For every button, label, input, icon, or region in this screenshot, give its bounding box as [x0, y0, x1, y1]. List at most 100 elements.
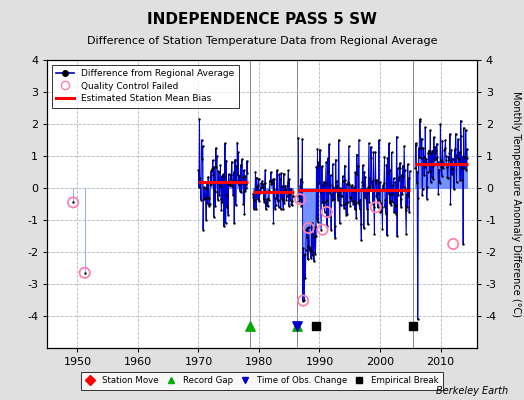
Point: [236, 187, 244, 194]
Point: [318, 163, 326, 170]
Point: [395, 176, 403, 183]
Point: [463, 146, 471, 152]
Point: [386, 167, 394, 173]
Point: [231, 157, 239, 163]
Point: [435, 180, 444, 186]
Point: [446, 131, 454, 137]
Point: [382, 210, 390, 217]
Point: [348, 188, 357, 194]
Point: [431, 148, 440, 155]
Point: [361, 174, 369, 180]
Point: [357, 221, 365, 228]
Point: [311, 251, 320, 258]
Point: [269, 220, 278, 226]
Point: [449, 160, 457, 167]
Point: [226, 172, 235, 178]
Point: [234, 149, 243, 155]
Point: [197, 197, 205, 203]
Point: [388, 191, 396, 197]
Point: [300, 252, 308, 258]
Point: [393, 233, 401, 240]
Point: [226, 182, 234, 188]
Point: [267, 180, 276, 187]
Point: [286, 191, 294, 197]
Point: [381, 204, 389, 210]
Point: [425, 161, 433, 167]
Point: [303, 225, 312, 231]
Point: [427, 150, 435, 156]
Point: [347, 198, 356, 204]
Point: [293, 322, 301, 329]
Point: [381, 197, 390, 203]
Point: [296, 196, 304, 202]
Point: [326, 172, 335, 178]
Point: [390, 202, 399, 209]
Point: [202, 217, 210, 223]
Point: [261, 167, 269, 174]
Point: [304, 242, 313, 249]
Point: [330, 196, 338, 203]
Point: [380, 154, 389, 160]
Point: [336, 185, 344, 192]
Point: [389, 182, 397, 188]
Point: [376, 179, 384, 186]
Point: [341, 177, 350, 184]
Point: [356, 196, 365, 203]
Point: [374, 189, 383, 196]
Point: [288, 198, 297, 204]
Point: [196, 180, 205, 186]
Point: [356, 206, 364, 212]
Point: [463, 155, 472, 162]
Point: [437, 164, 445, 170]
Point: [214, 168, 223, 174]
Point: [215, 191, 224, 198]
Point: [354, 198, 363, 205]
Point: [351, 206, 359, 212]
Point: [454, 136, 462, 142]
Point: [421, 164, 429, 171]
Point: [328, 192, 336, 198]
Point: [449, 156, 457, 162]
Point: [200, 195, 209, 201]
Point: [205, 200, 214, 207]
Point: [220, 178, 228, 185]
Point: [230, 220, 238, 226]
Point: [268, 180, 277, 186]
Point: [235, 182, 243, 188]
Point: [346, 195, 355, 201]
Point: [309, 231, 317, 237]
Point: [406, 168, 414, 175]
Point: [227, 176, 235, 182]
Point: [394, 192, 402, 198]
Point: [282, 193, 291, 199]
Point: [363, 190, 372, 196]
Point: [447, 166, 455, 173]
Point: [448, 170, 456, 177]
Point: [201, 185, 209, 192]
Point: [348, 182, 356, 188]
Point: [270, 176, 278, 182]
Point: [337, 193, 345, 199]
Point: [223, 192, 231, 198]
Point: [224, 212, 232, 218]
Point: [203, 180, 211, 186]
Point: [371, 149, 379, 155]
Point: [302, 227, 311, 233]
Point: [337, 193, 346, 200]
Point: [340, 205, 348, 212]
Point: [441, 137, 450, 143]
Point: [320, 178, 328, 185]
Point: [359, 182, 367, 188]
Point: [217, 207, 226, 213]
Point: [352, 200, 360, 206]
Point: [332, 178, 341, 184]
Point: [265, 187, 274, 193]
Point: [276, 176, 284, 182]
Point: [387, 202, 395, 208]
Point: [212, 164, 221, 170]
Point: [304, 225, 313, 231]
Point: [369, 149, 378, 156]
Point: [296, 182, 304, 189]
Point: [308, 252, 316, 258]
Point: [453, 152, 461, 158]
